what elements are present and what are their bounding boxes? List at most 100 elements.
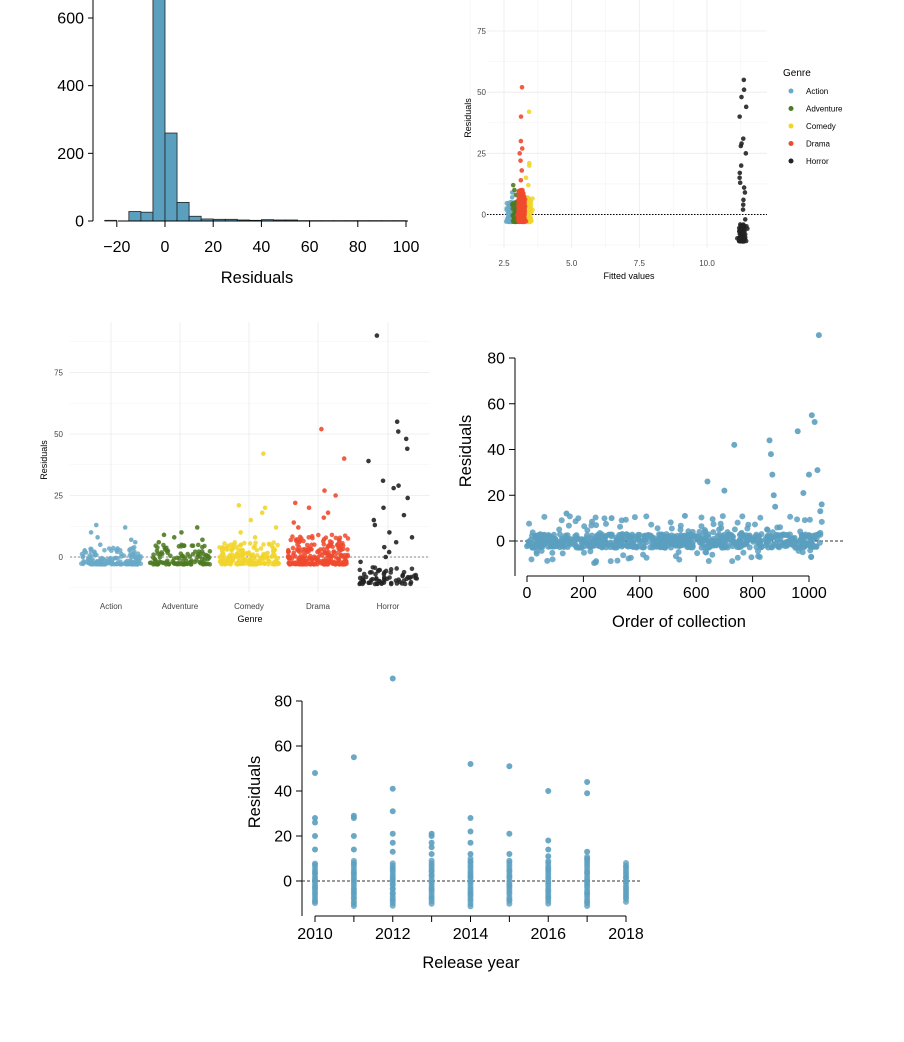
order-point — [677, 526, 684, 533]
genre-point-adventure — [190, 543, 196, 549]
genre-point-action — [119, 561, 124, 567]
year-y-ticks: 0 20 40 60 80 — [274, 694, 302, 891]
order-point — [769, 544, 776, 551]
genre-point-horror — [396, 577, 401, 582]
order-point — [757, 537, 764, 544]
genre-point-comedy — [263, 551, 268, 557]
order-point — [665, 533, 672, 540]
genre-point-comedy — [240, 547, 245, 553]
year-point — [623, 860, 629, 867]
year-point — [584, 790, 591, 797]
histogram-x-tick-label: 40 — [253, 239, 271, 256]
genre-point-drama — [296, 539, 302, 545]
genre-point-action — [87, 553, 92, 558]
genre-point-drama — [338, 552, 343, 557]
fitted-point-comedy — [526, 206, 531, 212]
genre-point-action — [95, 535, 100, 540]
genre-point-comedy — [247, 541, 253, 546]
order-point — [601, 515, 608, 522]
year-x-tick-label: 2016 — [530, 926, 566, 943]
order-point — [746, 544, 753, 551]
genre-point-comedy — [271, 540, 276, 545]
order-point — [818, 518, 825, 525]
genre-point-adventure — [155, 562, 161, 567]
order-point — [709, 551, 716, 558]
year-point — [350, 833, 357, 839]
genre-point-horror — [366, 580, 371, 586]
genre-point-adventure — [176, 561, 181, 567]
fitted-point-drama — [520, 203, 526, 209]
order-x-tick-label: 800 — [739, 585, 766, 602]
order-point — [745, 537, 752, 544]
genre-point-drama — [302, 558, 307, 564]
genre-point-comedy — [271, 560, 277, 565]
order-point — [764, 526, 771, 533]
fitted-point-comedy — [526, 211, 531, 217]
genre-point-comedy — [250, 552, 256, 557]
genre-point-drama — [285, 547, 291, 553]
genre-point-drama — [304, 562, 310, 567]
genre-y-tick-label: 75 — [54, 369, 63, 378]
genre-point-comedy — [230, 556, 235, 562]
genre-point-comedy — [238, 542, 244, 547]
year-point — [545, 788, 552, 794]
histogram-x-tick-label: 100 — [393, 239, 420, 256]
genre-point-action — [133, 555, 139, 561]
genre-point-horror — [408, 574, 414, 580]
order-point — [814, 467, 821, 474]
genre-point-horror — [363, 574, 369, 580]
genre-point-horror — [374, 333, 380, 338]
fitted-point-horror — [743, 104, 749, 110]
year-point — [389, 808, 396, 815]
year-point — [389, 860, 396, 867]
genre-point-action — [138, 554, 143, 559]
year-point — [428, 857, 435, 864]
genre-point-horror — [394, 581, 400, 586]
fitted-point-horror — [741, 87, 747, 93]
order-y-label: Residuals — [457, 415, 475, 487]
order-point — [557, 541, 564, 548]
order-point — [623, 531, 630, 538]
genre-point-horror — [395, 429, 401, 434]
genre-point-drama — [309, 542, 314, 548]
genre-point-horror — [357, 581, 362, 587]
genre-point-drama — [322, 562, 327, 567]
genre-point-drama — [341, 559, 347, 565]
genre-y-tick-label: 50 — [54, 430, 63, 439]
order-point — [753, 543, 760, 550]
genre-point-comedy — [238, 530, 243, 535]
fitted-y-tick-label: 50 — [477, 88, 486, 97]
genre-point-adventure — [207, 549, 213, 554]
fitted-x-tick-label: 10.0 — [699, 259, 715, 268]
genre-point-drama — [345, 536, 351, 541]
genre-point-horror — [399, 581, 405, 586]
order-point — [541, 531, 548, 538]
order-point — [774, 537, 781, 544]
order-point — [767, 451, 774, 458]
order-point — [782, 543, 789, 550]
genre-point-drama — [306, 556, 311, 561]
genre-point-action — [130, 552, 136, 558]
order-point — [816, 539, 823, 546]
year-y-tick-label: 60 — [274, 739, 292, 756]
legend-swatch-horror — [788, 158, 794, 164]
genre-point-adventure — [189, 558, 194, 563]
fitted-x-tick-label: 5.0 — [566, 259, 578, 268]
genre-x-label: Genre — [237, 614, 262, 624]
order-point — [622, 516, 629, 523]
genre-point-drama — [336, 556, 342, 562]
order-point — [769, 471, 776, 478]
genre-point-action — [107, 556, 112, 562]
genre-point-comedy — [220, 550, 226, 556]
year-point — [428, 839, 435, 846]
fitted-point-action — [509, 195, 515, 200]
order-point — [719, 513, 726, 520]
order-point — [710, 535, 717, 542]
genre-point-drama — [309, 547, 314, 552]
genre-point-horror — [383, 554, 388, 560]
order-point — [808, 554, 815, 561]
order-point — [709, 516, 716, 523]
order-point — [648, 521, 655, 528]
fitted-point-comedy — [526, 109, 532, 115]
genre-point-action — [102, 547, 107, 553]
